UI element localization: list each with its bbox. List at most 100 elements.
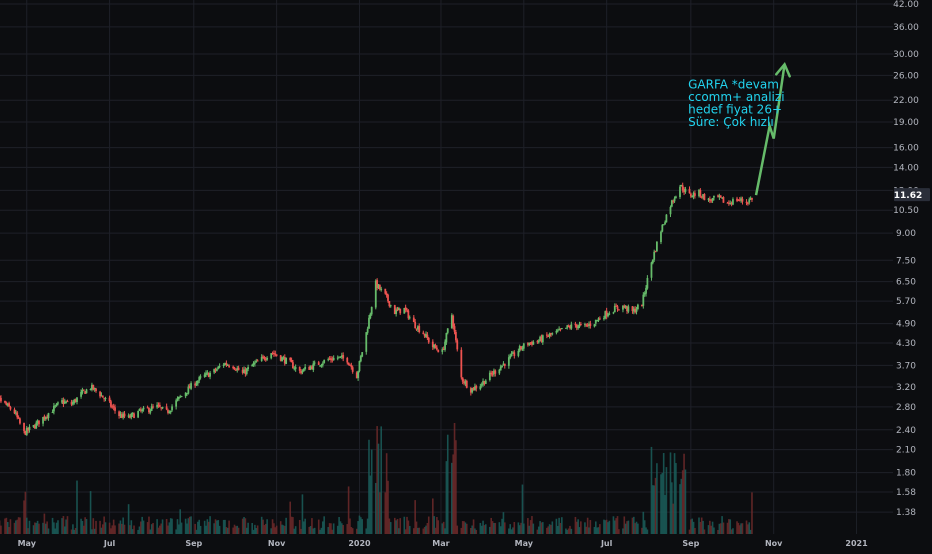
candle-body — [266, 358, 268, 360]
x-tick-label: May — [18, 539, 37, 548]
candle-body — [580, 324, 582, 325]
candle-body — [445, 333, 447, 342]
candle-body — [83, 389, 85, 390]
volume-bar — [494, 523, 496, 534]
candle-body — [428, 338, 430, 342]
volume-bar — [694, 528, 696, 534]
volume-bar — [90, 491, 92, 534]
candle-body — [124, 414, 126, 417]
candle-body — [565, 328, 567, 329]
volume-bar — [466, 524, 468, 534]
candle-body — [713, 196, 715, 198]
candle-body — [359, 361, 361, 371]
candle-body — [551, 333, 553, 334]
volume-bar — [124, 525, 126, 534]
x-tick-label: Mar — [432, 539, 449, 548]
volume-bar — [580, 521, 582, 534]
candle-body — [663, 224, 665, 225]
y-tick-label: 5.70 — [896, 297, 916, 307]
candle-body — [8, 403, 10, 406]
volume-bar — [76, 481, 78, 534]
candle-body — [637, 305, 639, 309]
candle-body — [170, 411, 172, 413]
volume-bar — [380, 426, 382, 534]
candle-body — [261, 357, 263, 361]
candle-body — [390, 305, 392, 306]
y-tick-label: 1.58 — [896, 488, 916, 498]
x-tick-label: Jul — [103, 539, 116, 548]
candle-body — [387, 295, 389, 301]
x-tick-label: 2020 — [348, 539, 371, 548]
candle-body — [348, 363, 350, 365]
y-tick-label: 16.00 — [893, 144, 919, 154]
volume-bar — [152, 523, 154, 534]
candle-body — [523, 344, 525, 349]
candle-body — [653, 252, 655, 260]
candle-body — [661, 225, 663, 232]
volume-bar — [609, 521, 611, 534]
candle-body — [504, 364, 506, 366]
candle-body — [413, 318, 415, 323]
volume-bar — [95, 521, 97, 534]
y-tick-label: 6.50 — [896, 278, 916, 288]
x-tick-label: May — [515, 539, 534, 548]
volume-bar — [533, 524, 535, 534]
x-tick-label: Sep — [682, 539, 699, 548]
candle-body — [114, 407, 116, 410]
volume-bar — [352, 528, 354, 534]
volume-bar — [437, 520, 439, 534]
candle-body — [694, 193, 696, 196]
x-tick-label: Nov — [765, 539, 783, 548]
volume-bar — [447, 435, 449, 534]
candle-body — [670, 207, 672, 214]
candle-body — [682, 185, 684, 190]
x-tick-label: Sep — [185, 539, 202, 548]
candle-body — [360, 356, 362, 361]
candle-body — [652, 260, 654, 264]
candle-body — [67, 401, 69, 402]
volume-bar — [390, 522, 392, 534]
y-tick-label: 26.00 — [893, 71, 919, 81]
volume-bar — [0, 526, 2, 534]
candle-body — [409, 317, 411, 318]
candle-body — [455, 332, 457, 340]
candle-body — [166, 406, 168, 409]
candle-body — [48, 413, 50, 418]
candle-body — [198, 377, 200, 380]
volume-bar — [209, 516, 211, 534]
volume-bar — [732, 528, 734, 534]
candle-body — [732, 199, 734, 204]
volume-bar — [38, 524, 40, 534]
candle-body — [225, 363, 227, 365]
y-tick-label: 3.70 — [896, 361, 916, 371]
candle-body — [666, 215, 668, 223]
y-tick-label: 4.90 — [896, 320, 916, 330]
candle-body — [342, 355, 344, 358]
candle-body — [494, 371, 496, 374]
candle-body — [367, 329, 369, 333]
volume-bar — [456, 526, 458, 534]
y-tick-label: 2.10 — [896, 446, 916, 456]
candle-body — [608, 314, 610, 315]
volume-bar — [247, 523, 249, 534]
candle-body — [748, 199, 750, 202]
y-tick-label: 19.00 — [893, 118, 919, 128]
candle-body — [197, 381, 199, 384]
candle-body — [289, 358, 291, 360]
candle-body — [216, 369, 218, 371]
candle-body — [561, 328, 563, 329]
candle-body — [437, 350, 439, 352]
candle-body — [546, 335, 548, 336]
candle-body — [742, 199, 744, 202]
volume-bar — [618, 529, 620, 534]
candle-body — [251, 365, 253, 367]
volume-bar — [656, 463, 658, 534]
candle-body — [200, 377, 202, 378]
candle-body — [651, 262, 653, 277]
candle-body — [452, 316, 454, 327]
volume-bar — [723, 523, 725, 534]
candle-body — [312, 363, 314, 369]
candle-body — [113, 406, 115, 407]
